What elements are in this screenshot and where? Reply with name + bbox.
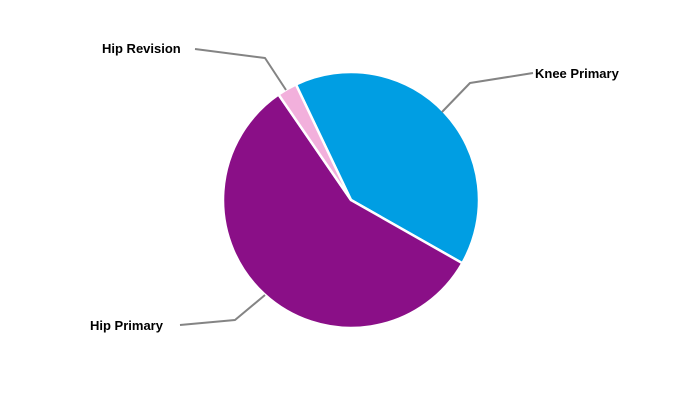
- pie-slice-hip-primary[interactable]: [221, 93, 464, 330]
- slice-label-hip-revision: Hip Revision: [102, 41, 181, 56]
- pie-slices: [221, 70, 481, 330]
- leader-line-hip-primary: [179, 294, 266, 326]
- leader-line-knee-primary: [441, 72, 534, 113]
- pie-slice-hip-revision[interactable]: [277, 83, 353, 202]
- leader-line-hip-revision: [194, 48, 287, 91]
- slice-label-hip-primary: Hip Primary: [90, 318, 163, 333]
- slice-label-knee-primary: Knee Primary: [535, 66, 619, 81]
- pie-slice-knee-primary[interactable]: [294, 70, 481, 265]
